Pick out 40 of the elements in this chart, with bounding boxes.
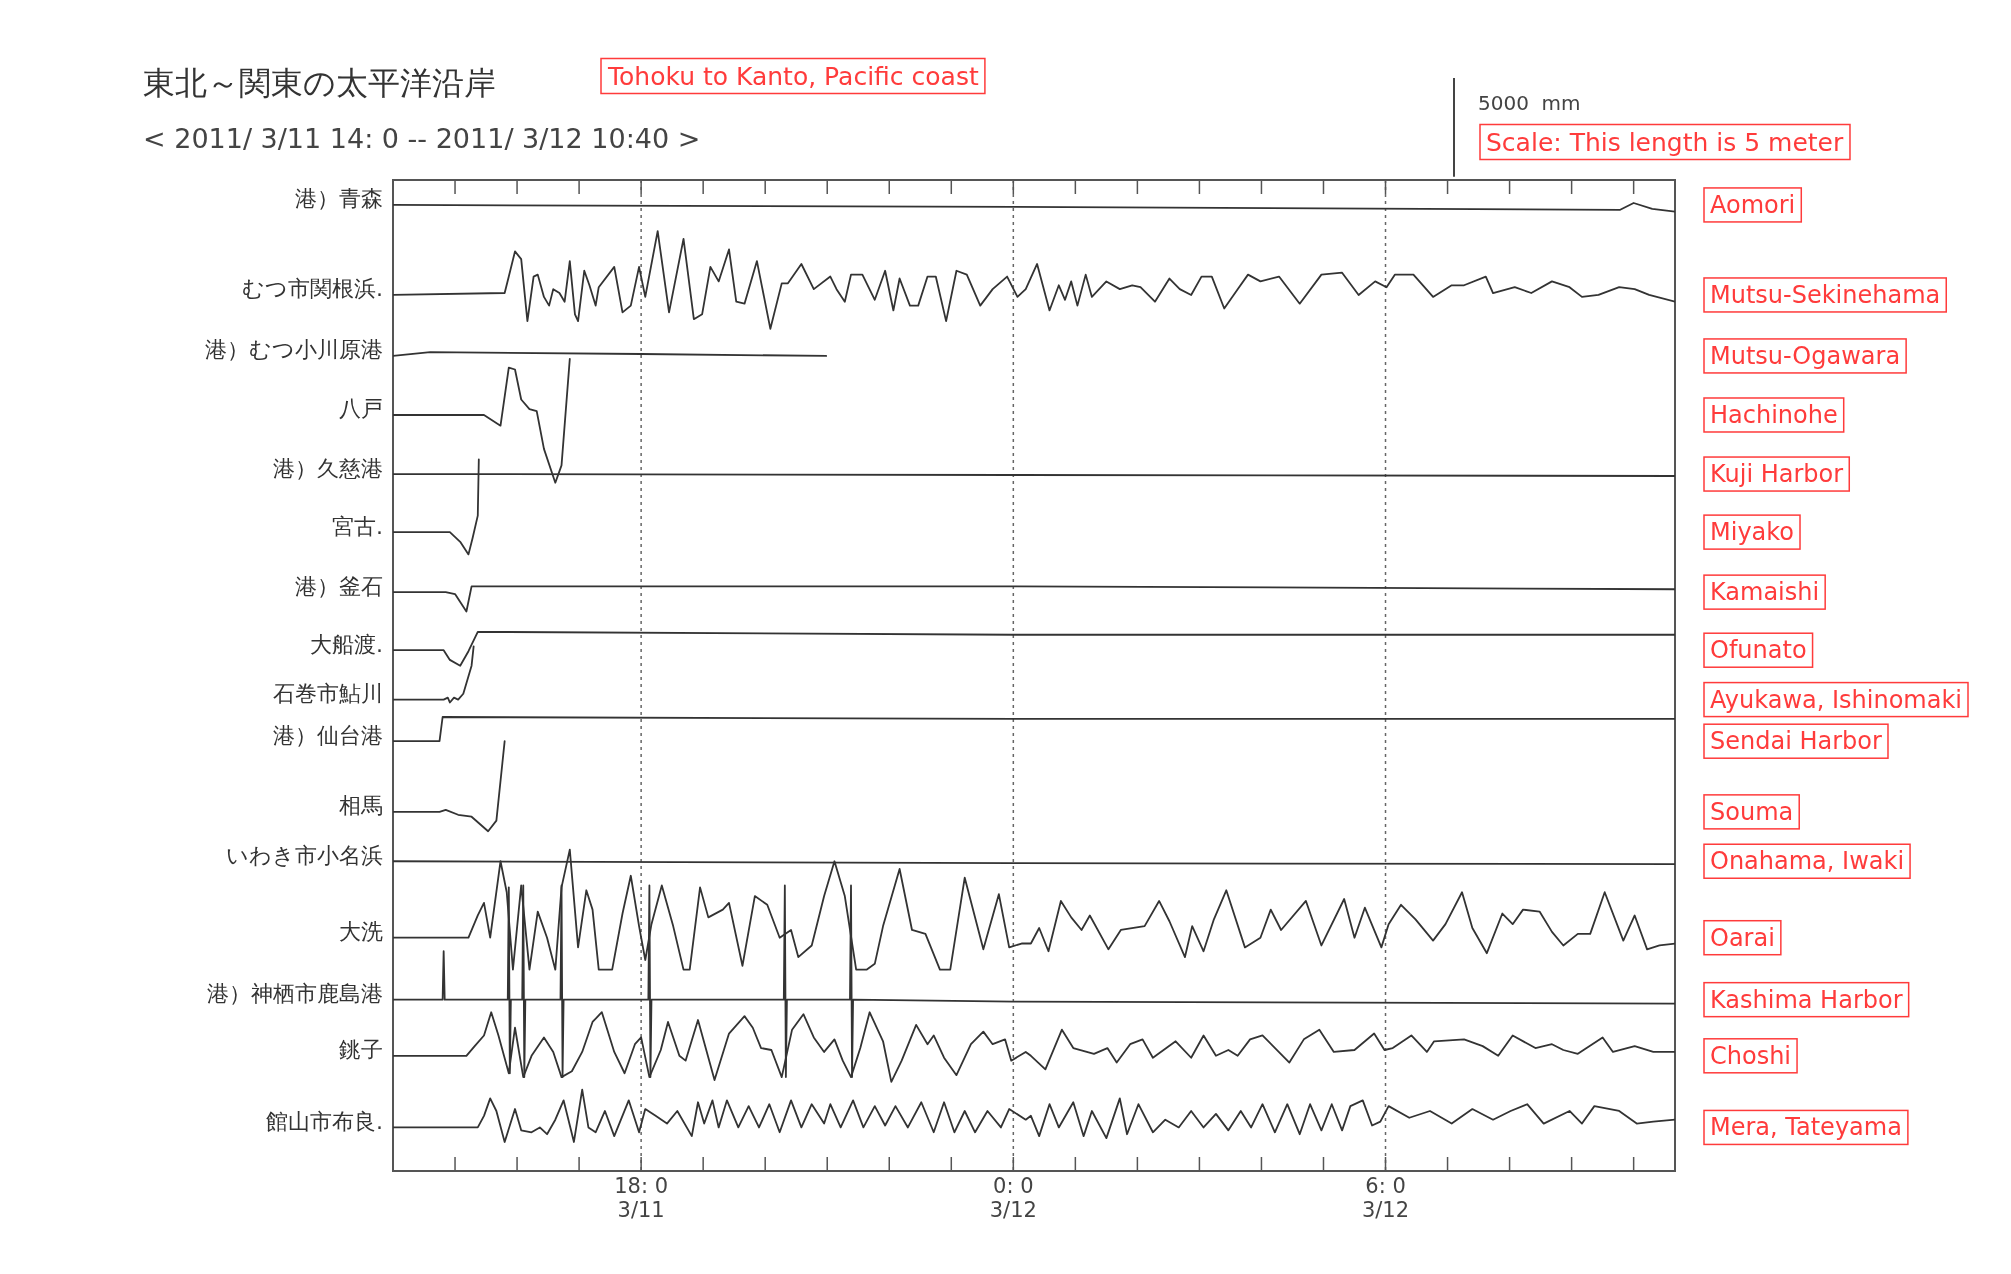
series-label: 港）久慈港 [273, 455, 383, 481]
series-label: 港）青森 [295, 186, 383, 212]
text: Souma [1710, 797, 1794, 826]
text: Ayukawa, Ishinomaki [1710, 685, 1962, 714]
text: Onahama, Iwaki [1710, 847, 1905, 876]
text: Oarai [1710, 923, 1775, 952]
series-label: 港）仙台港 [273, 722, 383, 748]
series-label: 宮古. [332, 513, 383, 539]
series-label: 館山市布良. [266, 1108, 383, 1134]
series-label: むつ市関根浜. [242, 276, 383, 302]
text: Ofunato [1710, 636, 1807, 665]
series-label: 港）むつ小川原港 [205, 337, 383, 363]
text: Kuji Harbor [1710, 460, 1844, 489]
text: Scale: This length is 5 meter [1486, 127, 1844, 157]
x-tick-label: 6: 0 3/12 [1361, 1174, 1410, 1222]
text: 5000 mm [1478, 91, 1581, 115]
text: Mutsu-Ogawara [1710, 341, 1901, 370]
chart-title: 東北～関東の太平洋沿岸 [143, 64, 496, 102]
x-tick-label: 18: 0 3/11 [614, 1174, 669, 1222]
series-label: 大洗 [339, 919, 383, 945]
series-label: いわき市小名浜 [226, 842, 383, 868]
text: Aomori [1710, 190, 1796, 219]
text: Tohoku to Kanto, Pacific coast [607, 61, 979, 91]
text: Kashima Harbor [1710, 985, 1903, 1014]
text: Kamaishi [1710, 578, 1820, 607]
text: Sendai Harbor [1710, 727, 1882, 756]
chart-subtitle: < 2011/ 3/11 14: 0 -- 2011/ 3/12 10:40 > [143, 122, 701, 154]
series-label: 大船渡. [310, 631, 383, 657]
text: Mera, Tateyama [1710, 1113, 1902, 1142]
text: Mutsu-Sekinehama [1710, 280, 1941, 309]
text: Miyako [1710, 518, 1795, 547]
text: Hachinohe [1710, 400, 1838, 429]
series-label: 銚子 [339, 1037, 383, 1063]
text: Choshi [1710, 1041, 1792, 1070]
series-label: 港）神栖市鹿島港 [207, 981, 383, 1007]
x-tick-label: 0: 0 3/12 [989, 1174, 1037, 1222]
series-label: 相馬 [339, 793, 383, 819]
series-label: 港）釜石 [295, 573, 383, 599]
series-label: 八戸 [339, 396, 383, 422]
series-label: 石巻市鮎川 [273, 681, 383, 707]
